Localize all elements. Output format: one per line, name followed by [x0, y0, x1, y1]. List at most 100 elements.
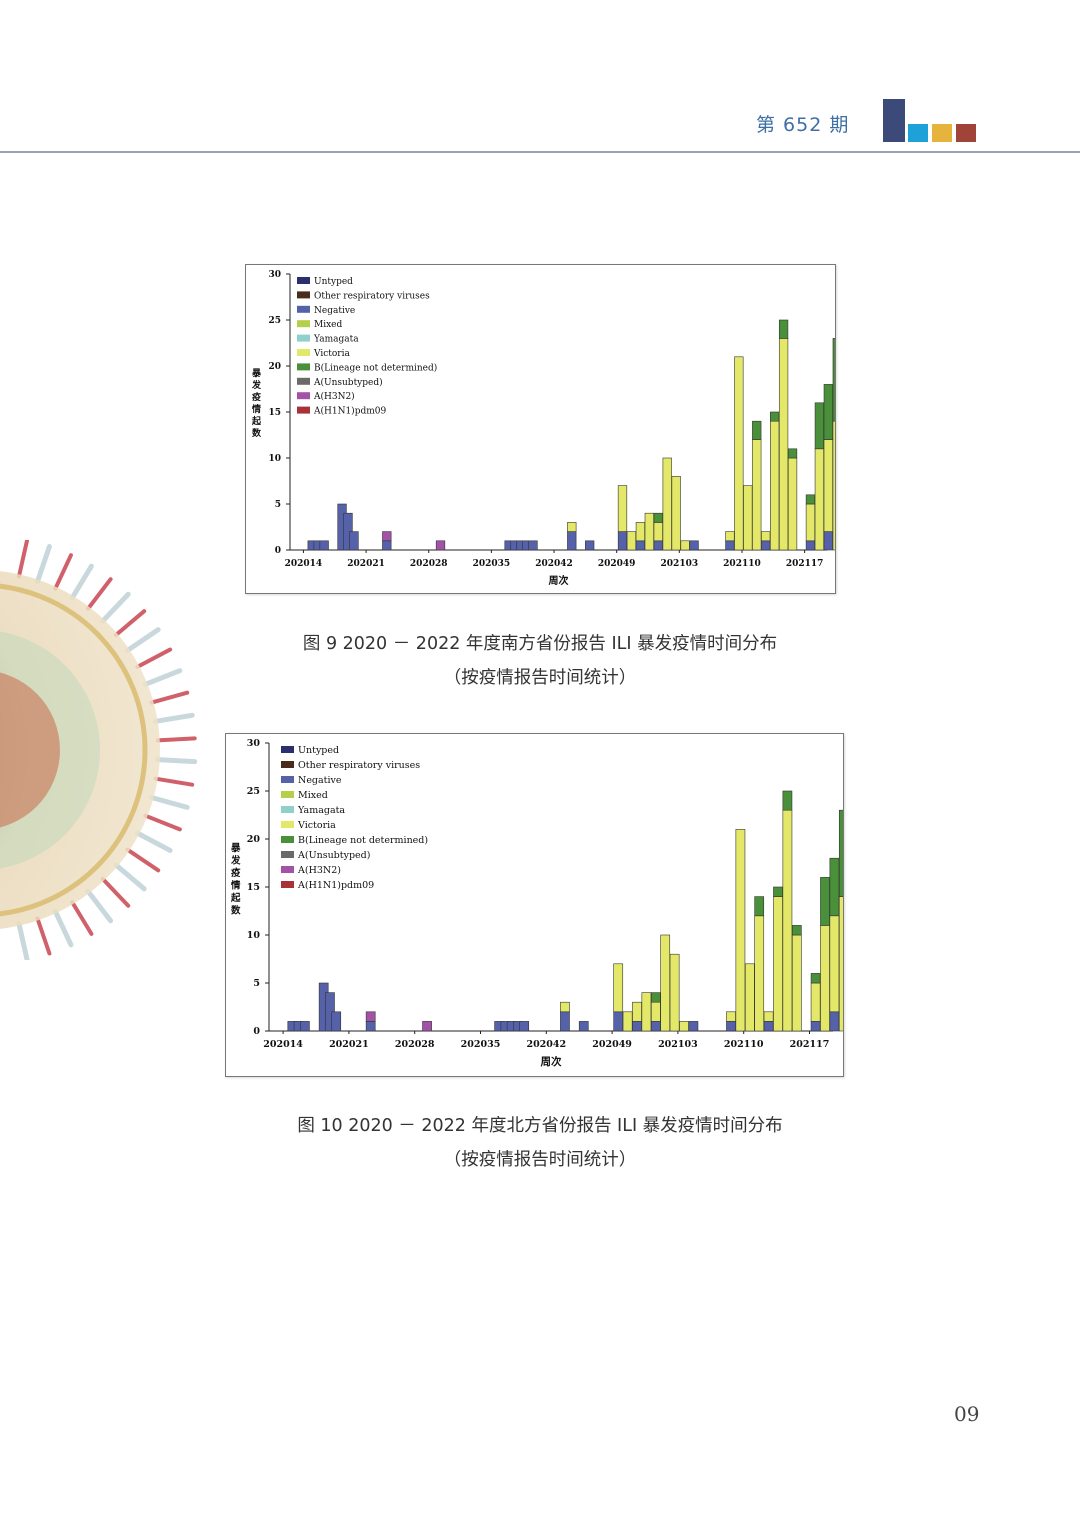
legend-swatch	[297, 305, 310, 313]
y-axis-label: 暴发疫情起数	[230, 842, 241, 917]
bar-segment	[791, 925, 802, 936]
y-tick-label: 15	[268, 408, 281, 418]
legend-swatch	[281, 836, 294, 843]
x-tick-label: 202103	[661, 559, 699, 569]
bar-segment	[787, 448, 798, 459]
bar-segment	[778, 319, 789, 339]
legend-label: A(Unsubtyped)	[313, 377, 383, 388]
legend-label: Negative	[314, 306, 355, 316]
bar-segment	[365, 1011, 376, 1022]
virus-spike	[16, 540, 30, 579]
bar-segment	[734, 356, 744, 551]
virus-spike	[135, 647, 173, 669]
logo-bar-4	[956, 124, 976, 142]
figure-9-title: 图 9 2020 － 2022 年度南方省份报告 ILI 暴发疫情时间分布	[302, 634, 778, 654]
x-tick-label: 202117	[786, 559, 824, 569]
bar-segment	[635, 540, 646, 551]
bar-segment	[752, 420, 762, 440]
figure-9-caption: 图 9 2020 － 2022 年度南方省份报告 ILI 暴发疫情时间分布 （按…	[0, 627, 1080, 695]
brand-logo	[883, 99, 976, 142]
legend-label: Yamagata	[313, 335, 359, 345]
bar-segment	[435, 540, 446, 551]
legend-swatch	[297, 334, 310, 342]
bar-segment	[820, 925, 830, 1032]
virus-spike	[86, 577, 113, 611]
bar-segment	[761, 531, 771, 542]
logo-bar-1	[883, 99, 905, 142]
x-tick-label: 202110	[724, 1039, 764, 1050]
bar-segment	[613, 1011, 624, 1032]
legend-label: A(Unsubtyped)	[297, 850, 370, 861]
x-axis-label: 周次	[541, 1055, 562, 1068]
bar-segment	[613, 963, 624, 1013]
y-tick-label: 10	[247, 930, 261, 941]
figure-10-subtitle: （按疫情报告时间统计）	[443, 1150, 637, 1170]
y-tick-label: 15	[247, 882, 260, 893]
bar-segment	[660, 934, 671, 1032]
y-tick-label: 5	[275, 500, 281, 510]
bar-segment	[838, 896, 843, 1032]
legend-swatch	[281, 851, 294, 858]
bar-segment	[650, 992, 661, 1003]
legend-swatch	[281, 746, 294, 753]
virus-spike	[134, 830, 173, 853]
legend-label: B(Lineage not determined)	[298, 835, 428, 846]
bar-segment	[810, 982, 821, 1022]
bar-segment	[585, 540, 595, 551]
y-axis-label: 暴发疫情起数	[251, 368, 262, 439]
bar-segment	[567, 522, 577, 532]
virus-spike	[100, 591, 131, 624]
bar-segment	[832, 338, 835, 422]
figure-9-chart: 0 5 10 15 20 25 30 暴发疫情起数 202014 202021 202028 2020…	[245, 264, 836, 594]
legend-label: Other respiratory viruses	[314, 291, 430, 301]
bar-segment	[754, 896, 765, 917]
bar-segment	[770, 420, 780, 551]
bar-segment	[829, 1011, 840, 1032]
y-tick-label: 30	[247, 738, 261, 749]
bar-segment	[519, 1021, 530, 1032]
bar-segment	[635, 522, 646, 542]
figure-10-title: 图 10 2020 － 2022 年度北方省份报告 ILI 暴发疫情时间分布	[297, 1116, 783, 1136]
y-tick-label: 0	[253, 1026, 260, 1037]
bar-segment	[773, 886, 783, 897]
bar-segment	[805, 503, 816, 542]
x-tick-label: 202035	[461, 1039, 501, 1050]
bar-segment	[725, 540, 735, 551]
bar-segment	[653, 512, 663, 523]
legend-swatch	[281, 776, 294, 783]
x-tick-label: 202042	[535, 559, 573, 569]
bar-segment	[650, 1001, 661, 1022]
bar-segment	[744, 963, 755, 1032]
bar-segment	[810, 1021, 821, 1032]
legend-label: B(Lineage not determined)	[314, 362, 437, 373]
virus-spike	[149, 794, 190, 810]
legend-label: Victoria	[297, 820, 336, 831]
bar-segment	[823, 439, 833, 532]
bar-segment	[726, 1011, 736, 1022]
virus-spike	[113, 862, 147, 892]
bar-segment	[382, 531, 392, 542]
y-tick-label: 5	[253, 978, 260, 989]
virus-spike	[149, 690, 190, 705]
virus-spike	[143, 813, 182, 832]
legend-swatch	[281, 866, 294, 873]
y-tick-label: 20	[247, 834, 261, 845]
y-tick-label: 0	[275, 546, 281, 556]
logo-bar-3	[932, 124, 952, 142]
header-divider	[0, 151, 1080, 153]
bar-segment	[787, 457, 798, 551]
bar-segment	[669, 953, 680, 1032]
legend-label: A(H1N1)pdm09	[313, 406, 386, 417]
bar-segment	[829, 915, 840, 1013]
legend-swatch	[297, 406, 310, 414]
issue-number: 第 652 期	[756, 114, 850, 136]
legend-label: Untyped	[298, 745, 339, 756]
page-number: 09	[954, 1402, 980, 1426]
bar-segment	[838, 809, 843, 897]
bar-segment	[805, 540, 816, 551]
bar-segment	[782, 790, 793, 811]
virus-spike	[142, 668, 183, 687]
virus-spike	[153, 776, 195, 787]
x-tick-label: 202021	[329, 1039, 369, 1050]
legend-swatch	[297, 320, 310, 328]
